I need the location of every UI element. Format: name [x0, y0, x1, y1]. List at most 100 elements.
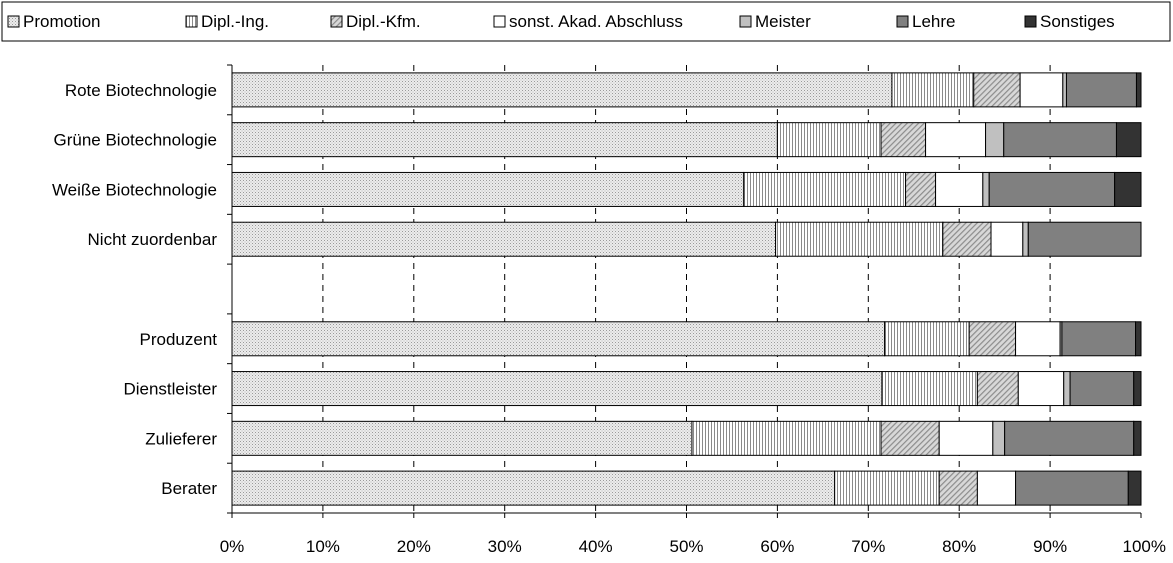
bar-segment — [925, 122, 987, 158]
legend-swatch — [1024, 15, 1037, 28]
bar-segment — [1017, 371, 1065, 407]
bar-segment — [1065, 72, 1137, 108]
bar-segment — [938, 470, 978, 506]
bar-segment — [743, 171, 907, 207]
bar-segment — [1062, 72, 1067, 108]
category-label: Zulieferer — [145, 429, 217, 448]
bar-segment — [990, 221, 1024, 257]
plot-area: Rote Biotechnologie Grüne Biotechnologie W… — [52, 64, 1166, 556]
legend-label: Dipl.-Kfm. — [346, 12, 421, 31]
legend-label: sonst. Akad. Abschluss — [509, 12, 683, 31]
bar-segment — [938, 420, 994, 456]
legend-swatch — [185, 15, 198, 28]
bar-segment — [1022, 221, 1029, 257]
bar-segment — [905, 171, 937, 207]
x-tick-label: 10% — [306, 537, 340, 556]
legend-item-5: Meister — [739, 12, 811, 31]
bar-segment — [1115, 122, 1142, 158]
bar-segment — [1027, 221, 1142, 257]
x-tick-label: 30% — [488, 537, 522, 556]
bar-segment — [834, 470, 940, 506]
category-label: Rote Biotechnologie — [65, 81, 217, 100]
bar-segment — [776, 122, 882, 158]
bar-segment — [891, 72, 975, 108]
bar-segment — [1114, 171, 1142, 207]
x-tick-label: 90% — [1033, 537, 1067, 556]
bar-segment — [231, 122, 778, 158]
bar-segment — [1133, 420, 1142, 456]
legend-swatch — [330, 15, 343, 28]
x-tick-label: 100% — [1123, 537, 1166, 556]
legend-item-1: Promotion — [7, 12, 100, 31]
legend-item-4: sonst. Akad. Abschluss — [493, 12, 683, 31]
gridlines — [322, 65, 1051, 513]
x-tick-label: 40% — [579, 537, 613, 556]
bar-segment — [935, 171, 984, 207]
bar-segment — [1135, 72, 1142, 108]
legend-swatch — [493, 15, 506, 28]
x-tick-labels: 0% 10% 20% 30% 40% 50% 60% 70% 80% 90% 100% — [220, 537, 1166, 556]
bar-segment — [231, 72, 893, 108]
bar-segment — [691, 420, 882, 456]
bar-segment — [985, 122, 1005, 158]
legend-item-2: Dipl.-Ing. — [185, 12, 269, 31]
legend-label: Sonstiges — [1040, 12, 1115, 31]
bar-segment — [1127, 470, 1142, 506]
category-label: Grüne Biotechnologie — [53, 131, 217, 150]
bar-segment — [1003, 122, 1117, 158]
bar-segment — [881, 371, 978, 407]
legend-swatch — [896, 15, 909, 28]
bar-segment — [231, 470, 836, 506]
x-tick-label: 0% — [220, 537, 245, 556]
x-tick-label: 50% — [669, 537, 703, 556]
bar-segment — [942, 221, 992, 257]
bar-segment — [1015, 470, 1129, 506]
legend-swatch — [739, 15, 752, 28]
category-label: Weiße Biotechnologie — [52, 180, 217, 199]
bar-segment — [976, 470, 1017, 506]
category-label: Nicht zuordenbar — [88, 230, 218, 249]
bar-segment — [1063, 371, 1071, 407]
x-tick-label: 70% — [851, 537, 885, 556]
x-tick-label: 20% — [397, 537, 431, 556]
legend-item-6: Lehre — [896, 12, 955, 31]
legend-label: Dipl.-Ing. — [201, 12, 269, 31]
category-label: Berater — [161, 479, 217, 498]
bar-segment — [231, 420, 693, 456]
bar-segment — [231, 321, 886, 357]
bar-segment — [973, 72, 1021, 108]
bar-segment — [1061, 321, 1137, 357]
bar-segment — [231, 371, 883, 407]
bar-segment — [968, 321, 1017, 357]
bars — [231, 72, 1142, 506]
bar-segment — [880, 420, 940, 456]
x-tick-label: 80% — [942, 537, 976, 556]
bar-segment — [231, 221, 777, 257]
bar-segment — [1133, 371, 1142, 407]
bar-segment — [982, 171, 990, 207]
legend-swatch — [7, 15, 20, 28]
legend-item-3: Dipl.-Kfm. — [330, 12, 421, 31]
bar-segment — [1004, 420, 1135, 456]
axes — [227, 64, 1142, 518]
legend-label: Meister — [755, 12, 811, 31]
category-label: Produzent — [140, 330, 218, 349]
bar-segment — [1069, 371, 1135, 407]
legend-label: Lehre — [912, 12, 955, 31]
bar-segment — [1019, 72, 1064, 108]
legend-item-7: Sonstiges — [1024, 12, 1115, 31]
category-labels: Rote Biotechnologie Grüne Biotechnologie W… — [52, 81, 217, 498]
bar-segment — [988, 171, 1116, 207]
bar-segment — [1015, 321, 1061, 357]
bar-segment — [884, 321, 970, 357]
bar-segment — [775, 221, 944, 257]
bar-segment — [992, 420, 1006, 456]
bar-segment — [976, 371, 1019, 407]
bar-segment — [1135, 321, 1142, 357]
legend-label: Promotion — [23, 12, 100, 31]
category-label: Dienstleister — [123, 380, 217, 399]
x-tick-label: 60% — [760, 537, 794, 556]
legend: Promotion Dipl.-Ing. Dipl.-Kfm. sonst. Akad… — [1, 1, 1171, 42]
bar-segment — [880, 122, 927, 158]
